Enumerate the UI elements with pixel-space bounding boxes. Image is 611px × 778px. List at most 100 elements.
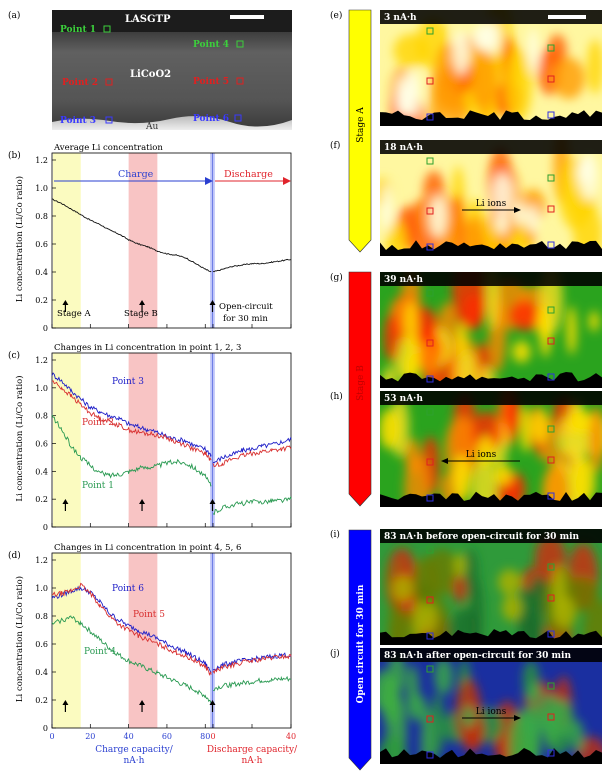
map-top-band <box>380 648 602 662</box>
map-point-marker <box>426 494 434 502</box>
y-tick-label: 0.4 <box>35 467 48 476</box>
map-bottom-edge <box>380 110 602 126</box>
map-blob <box>587 39 602 95</box>
map-title: 3 nA·h <box>384 13 417 23</box>
series-label: Point 4 <box>84 647 116 657</box>
map-highlight <box>434 657 453 695</box>
map-image <box>380 648 602 764</box>
li-ion-label: Li ions <box>476 707 507 717</box>
li-ion-label: Li ions <box>476 199 507 209</box>
map-blob <box>404 454 431 507</box>
map-blobs <box>380 652 602 764</box>
map-point-marker <box>426 289 434 297</box>
map-highlight <box>502 594 523 621</box>
stage-arrowhead <box>62 700 69 705</box>
map-blob <box>451 272 488 331</box>
y-tick-label: 1.2 <box>35 556 48 565</box>
map-highlight <box>405 301 418 354</box>
y-tick-label: 0.8 <box>35 612 48 621</box>
stage-arrowhead <box>139 499 146 504</box>
series-label: Point 6 <box>112 584 144 594</box>
map-highlight <box>521 704 545 741</box>
point-5-label: Point 5 <box>193 77 229 87</box>
line-charts: (b) Average Li concentration 0 0.2 0.4 0.6 0.8… <box>8 143 298 766</box>
stage-bar-label: Stage A <box>356 107 366 143</box>
map-top-band <box>380 391 602 405</box>
chart-title-d: Changes in Li concentration in point 4, … <box>54 543 241 553</box>
stage-arrowhead <box>62 300 69 305</box>
stage-bar-label: Open circuit for 30 min <box>356 584 366 703</box>
point-2-label: Point 2 <box>62 78 98 88</box>
x-axis-unit-discharge: nA·h <box>242 756 263 766</box>
map-point-marker <box>426 596 434 604</box>
concentration-maps: (e) 3 nA·h (f) 18 nA·h Li ions (g) 39 nA·h (h) 5… <box>330 10 602 764</box>
y-tick-label: 0.2 <box>35 296 48 305</box>
stage-a-label: Stage A <box>57 309 91 319</box>
map-blob <box>452 574 467 603</box>
map-blob <box>431 693 444 758</box>
map-point-marker <box>426 27 434 35</box>
series-line-charge-point-4 <box>51 615 212 704</box>
li-ion-label: Li ions <box>466 450 497 460</box>
x-tick-label-charge: 80 <box>200 732 210 741</box>
map-bottom-edge <box>380 491 602 507</box>
map-blobs <box>380 140 602 256</box>
map-point-marker <box>547 241 555 249</box>
point-5-marker <box>236 77 244 85</box>
y-tick-label: 0.8 <box>35 412 48 421</box>
map-highlight <box>477 436 495 468</box>
y-tick-label: 0.6 <box>35 640 48 649</box>
series-line-charge-point-5 <box>51 582 212 677</box>
x-tick-label-charge: 20 <box>85 732 95 741</box>
map-blob <box>504 47 533 122</box>
series-label: Point 1 <box>82 481 114 491</box>
map-point-marker <box>426 207 434 215</box>
map-highlight <box>397 85 412 116</box>
map-point-marker <box>426 715 434 723</box>
y-tick-label: 0.6 <box>35 240 48 249</box>
series-label: Point 2 <box>82 418 114 428</box>
li-ion-arrowhead <box>514 715 521 721</box>
map-highlight <box>571 720 584 753</box>
map-top-band <box>380 529 602 543</box>
y-axis-label: Li concentration (Li/Co ratio) <box>14 576 25 702</box>
map-blob <box>470 49 498 109</box>
map-title: 18 nA·h <box>384 143 423 153</box>
series-line-discharge-point-3 <box>212 436 292 464</box>
map-point-marker <box>426 665 434 673</box>
map-blob <box>383 313 400 362</box>
y-tick-label: 1.0 <box>35 384 48 393</box>
panel-label-map: (i) <box>330 529 340 540</box>
map-point-marker <box>426 339 434 347</box>
map-highlight <box>525 683 541 704</box>
map-blob <box>542 464 570 507</box>
map-point-marker <box>547 456 555 464</box>
stage-arrowhead <box>209 499 216 504</box>
stage-arrowhead <box>209 300 216 305</box>
map-title: 39 nA·h <box>384 275 423 285</box>
y-tick-label: 1.0 <box>35 584 48 593</box>
map-point-marker <box>426 546 434 554</box>
series-line-charge-point-2 <box>51 380 212 461</box>
map-bottom-edge <box>380 240 602 256</box>
panel-label-map: (j) <box>330 648 340 659</box>
map-bottom-edge <box>380 748 602 764</box>
oc-label-1: Open-circuit <box>219 302 273 312</box>
oc-label-2: for 30 min <box>223 314 268 324</box>
y-tick-label: 1.2 <box>35 156 48 165</box>
map-point-marker <box>547 594 555 602</box>
map-highlight <box>524 205 539 232</box>
point-6-marker <box>234 114 242 122</box>
map-highlight <box>512 340 531 363</box>
series-line-charge-point-6 <box>51 585 212 674</box>
point-1-label: Point 1 <box>60 25 96 35</box>
map-highlight <box>456 322 468 359</box>
stage-a-region <box>52 153 81 328</box>
map-image <box>380 140 602 256</box>
map-highlight <box>453 454 471 502</box>
stage-arrowhead <box>139 700 146 705</box>
discharge-arrowhead <box>283 177 291 185</box>
map-highlight <box>413 600 424 642</box>
stage-b-region <box>128 153 158 328</box>
y-tick-label: 0 <box>43 324 48 333</box>
